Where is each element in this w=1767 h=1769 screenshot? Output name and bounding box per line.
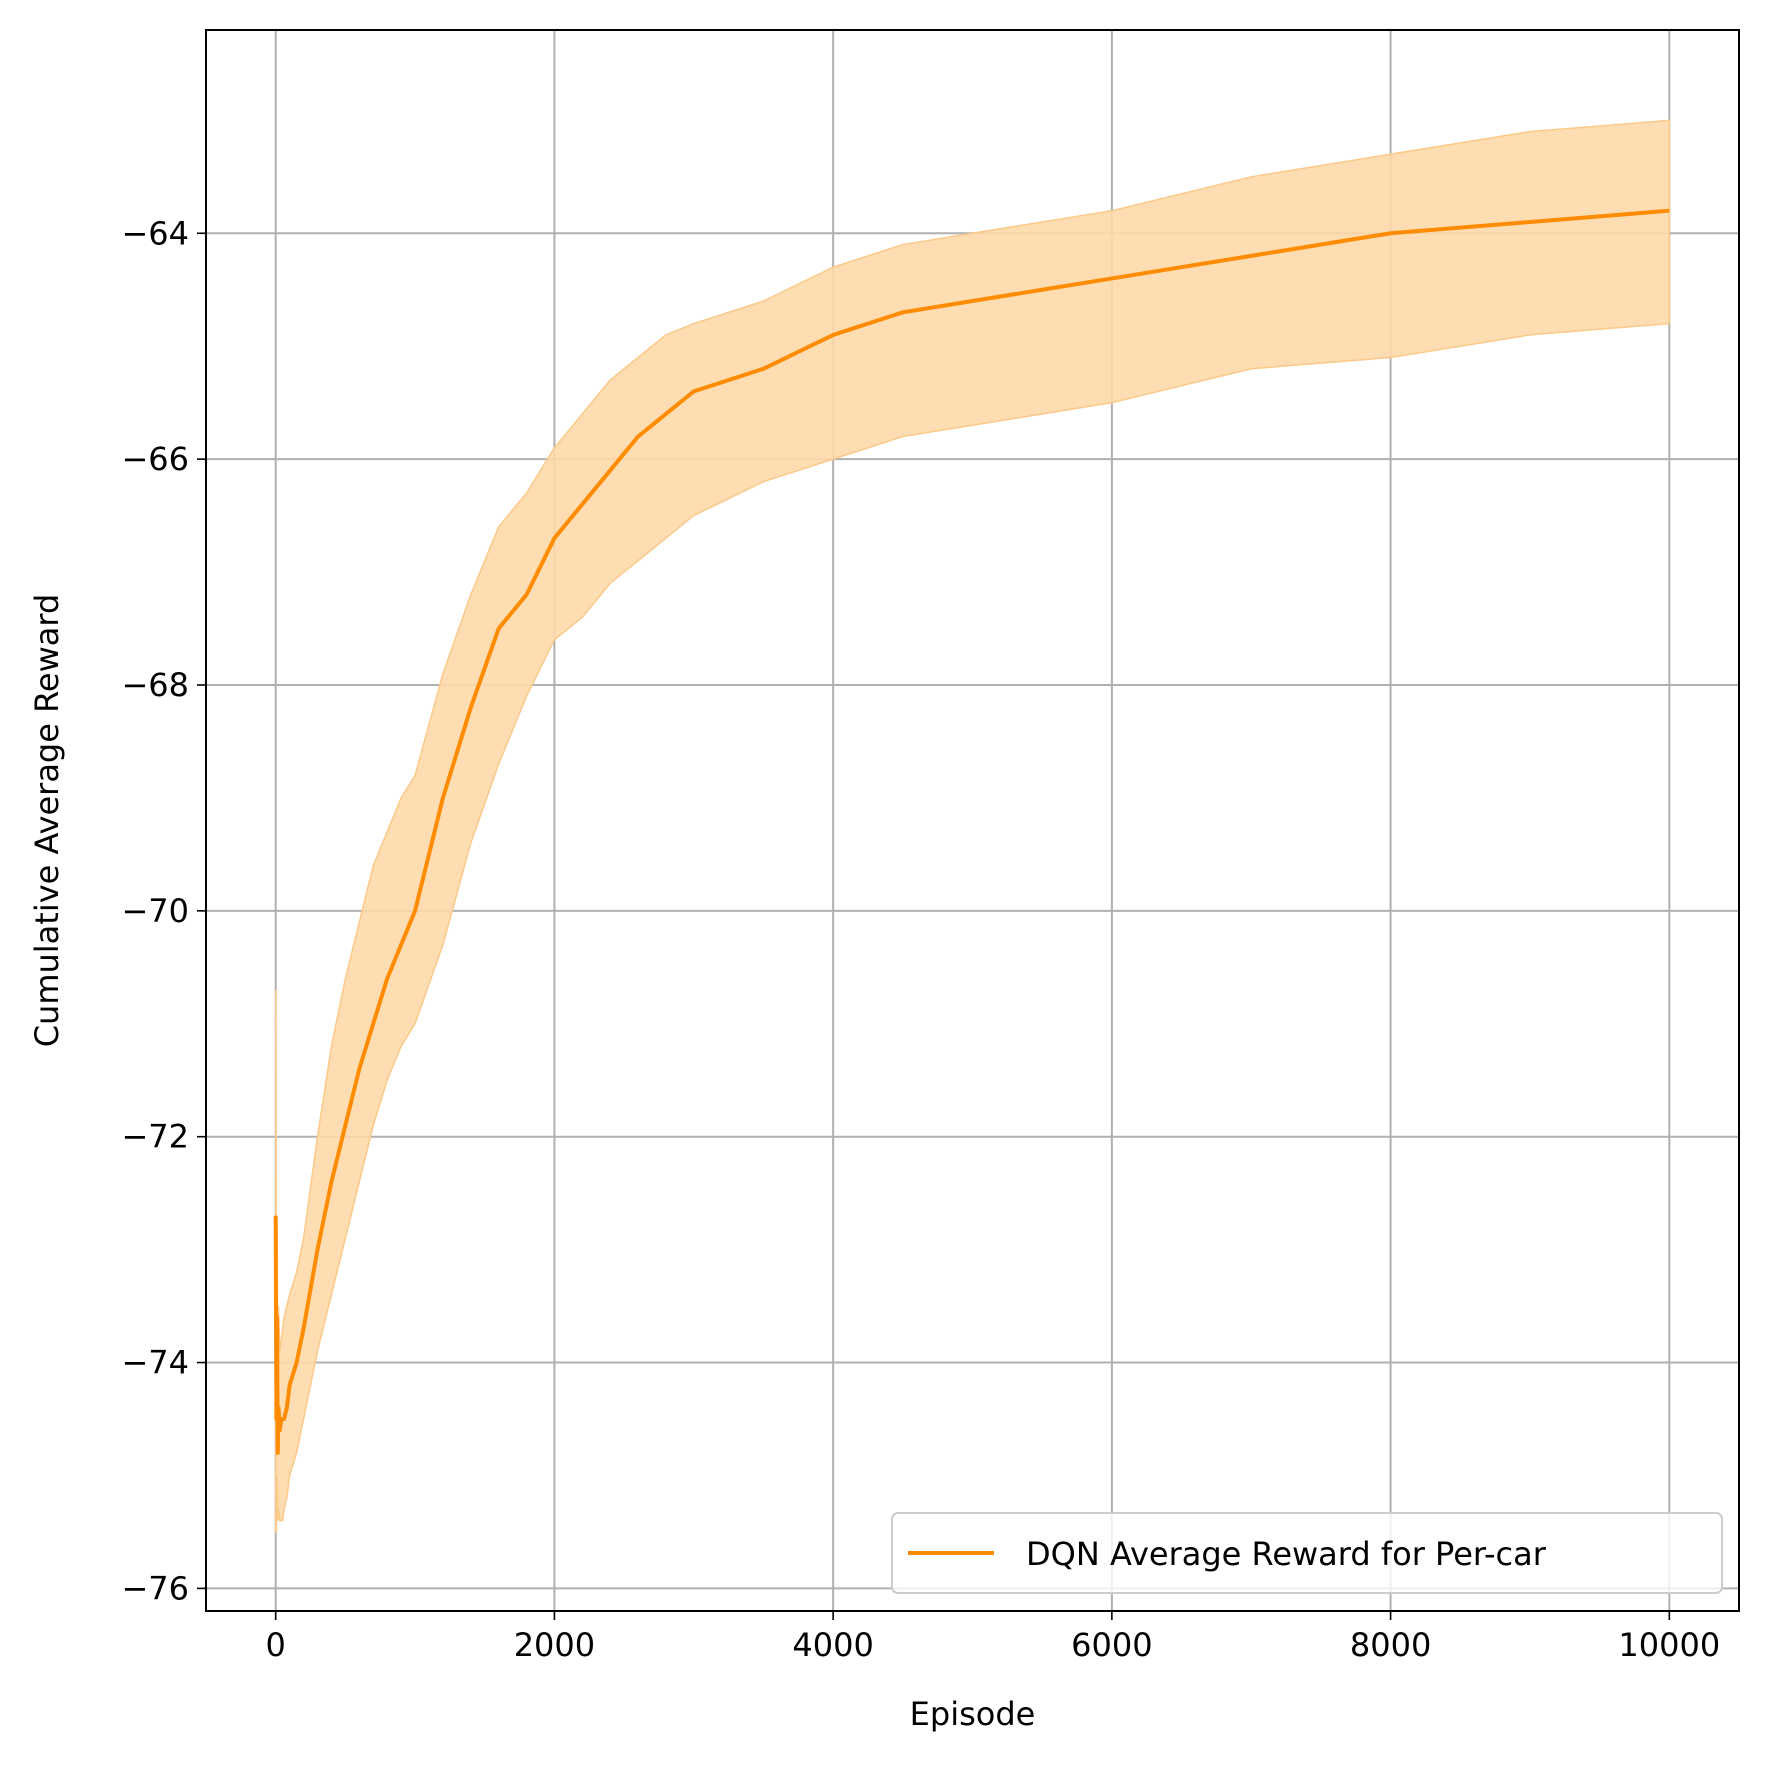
y-tick-label: −68 [121,666,189,704]
x-tick-label: 2000 [514,1626,595,1664]
series-line-layer [273,208,1670,1455]
y-tick-label: −70 [121,892,189,930]
series-line [273,208,1670,1455]
x-axis-ticks: 0 2000 4000 6000 8000 10000 [266,1611,1720,1664]
confidence-band [274,119,1671,1533]
legend: DQN Average Reward for Per-car [891,1512,1723,1594]
confidence-band-layer [274,119,1671,1533]
x-tick-label: 6000 [1071,1626,1152,1664]
y-tick-label: −66 [121,440,189,478]
x-tick-label: 4000 [792,1626,873,1664]
y-axis-label: Cumulative Average Reward [28,594,66,1048]
x-tick-label: 10000 [1618,1626,1720,1664]
legend-box [891,1512,1723,1594]
y-tick-label: −76 [121,1569,189,1607]
y-tick-label: −74 [121,1344,189,1382]
y-tick-label: −64 [121,214,189,252]
legend-label: DQN Average Reward for Per-car [1026,1535,1547,1573]
x-tick-label: 8000 [1350,1626,1431,1664]
y-axis-ticks: −76 −74 −72 −70 −68 −66 −64 [121,214,206,1607]
y-tick-label: −72 [121,1118,189,1156]
x-axis-label: Episode [910,1695,1036,1733]
plot-frame [205,29,1740,1612]
x-tick-label: 0 [266,1626,286,1664]
